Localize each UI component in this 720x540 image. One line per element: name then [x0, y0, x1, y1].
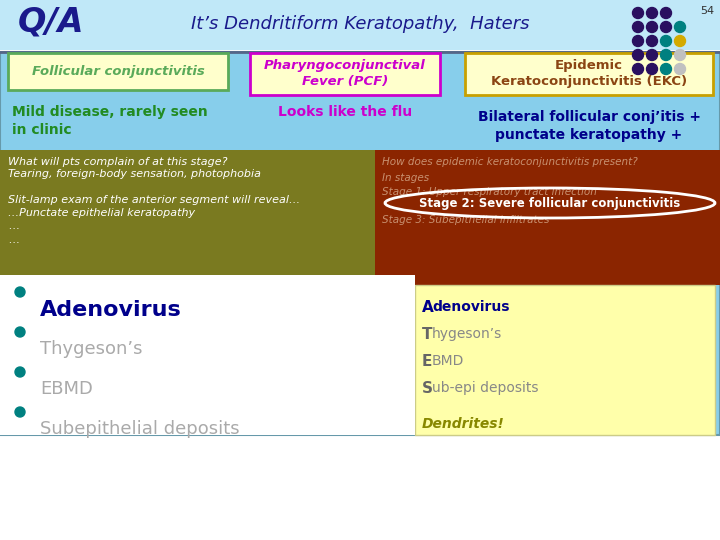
Text: How does epidemic keratoconjunctivitis present?: How does epidemic keratoconjunctivitis p… — [382, 157, 638, 167]
Text: Follicular conjunctivitis: Follicular conjunctivitis — [32, 65, 204, 78]
Text: What will pts complain of at this stage?
Tearing, foreign-body sensation, photop: What will pts complain of at this stage?… — [8, 157, 261, 179]
Text: hygeson’s: hygeson’s — [432, 327, 503, 341]
Circle shape — [632, 50, 644, 60]
Circle shape — [675, 36, 685, 46]
FancyBboxPatch shape — [0, 150, 375, 275]
Circle shape — [660, 64, 672, 75]
Circle shape — [632, 64, 644, 75]
Text: Bilateral follicular conj’itis +
punctate keratopathy +: Bilateral follicular conj’itis + punctat… — [477, 110, 701, 143]
Circle shape — [15, 327, 25, 337]
Circle shape — [647, 36, 657, 46]
Circle shape — [647, 64, 657, 75]
FancyBboxPatch shape — [465, 53, 713, 95]
Text: Dendrites!: Dendrites! — [422, 417, 505, 431]
Text: 54: 54 — [700, 6, 714, 16]
Text: S: S — [422, 381, 433, 396]
Circle shape — [15, 367, 25, 377]
Text: E: E — [422, 354, 433, 369]
FancyBboxPatch shape — [0, 0, 720, 50]
FancyBboxPatch shape — [0, 52, 720, 435]
Circle shape — [647, 8, 657, 18]
Text: Mild disease, rarely seen
in clinic: Mild disease, rarely seen in clinic — [12, 105, 208, 137]
FancyBboxPatch shape — [375, 150, 720, 285]
Circle shape — [15, 287, 25, 297]
Text: Epidemic
Keratoconjunctivitis (EKC): Epidemic Keratoconjunctivitis (EKC) — [491, 59, 687, 89]
Text: EBMD: EBMD — [40, 380, 93, 398]
Text: Adenovirus: Adenovirus — [40, 300, 181, 320]
Text: Subepithelial deposits: Subepithelial deposits — [40, 420, 240, 438]
Circle shape — [647, 22, 657, 32]
Circle shape — [632, 36, 644, 46]
FancyBboxPatch shape — [0, 275, 415, 435]
Circle shape — [647, 50, 657, 60]
FancyBboxPatch shape — [250, 53, 440, 95]
Circle shape — [660, 36, 672, 46]
FancyBboxPatch shape — [8, 53, 228, 90]
Text: Stage 2: Severe follicular conjunctivitis: Stage 2: Severe follicular conjunctiviti… — [419, 197, 680, 210]
Circle shape — [660, 22, 672, 32]
Text: BMD: BMD — [432, 354, 464, 368]
Text: Stage 3: Subepithelial infiltrates: Stage 3: Subepithelial infiltrates — [382, 215, 549, 225]
Circle shape — [660, 50, 672, 60]
Circle shape — [675, 64, 685, 75]
Text: A: A — [422, 300, 433, 315]
Text: ub-epi deposits: ub-epi deposits — [432, 381, 539, 395]
Circle shape — [15, 407, 25, 417]
Text: Looks like the flu: Looks like the flu — [278, 105, 412, 119]
Circle shape — [675, 50, 685, 60]
Text: Thygeson’s: Thygeson’s — [40, 340, 143, 358]
Circle shape — [632, 22, 644, 32]
Circle shape — [660, 8, 672, 18]
Text: Stage 1: Upper respiratory tract infection: Stage 1: Upper respiratory tract infecti… — [382, 187, 597, 197]
Text: Pharyngoconjunctival
Fever (PCF): Pharyngoconjunctival Fever (PCF) — [264, 59, 426, 89]
Circle shape — [632, 8, 644, 18]
Text: denovirus: denovirus — [432, 300, 510, 314]
Text: T: T — [422, 327, 433, 342]
Text: In stages: In stages — [382, 173, 429, 183]
Text: It’s Dendritiform Keratopathy,  Haters: It’s Dendritiform Keratopathy, Haters — [191, 15, 529, 33]
Circle shape — [675, 22, 685, 32]
Text: Q/A: Q/A — [18, 5, 84, 38]
FancyBboxPatch shape — [415, 285, 715, 435]
Text: Slit-lamp exam of the anterior segment will reveal…
…Punctate epithelial keratop: Slit-lamp exam of the anterior segment w… — [8, 195, 300, 245]
